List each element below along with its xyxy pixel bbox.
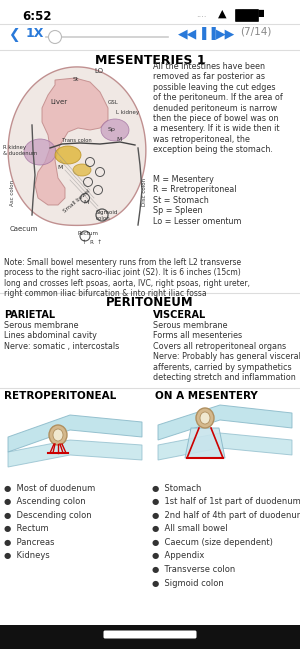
Text: Liver: Liver (50, 99, 67, 105)
Text: ●  2nd half of 4th part of duodenum: ● 2nd half of 4th part of duodenum (152, 511, 300, 520)
Text: M: M (57, 165, 62, 170)
Text: ▶▶: ▶▶ (216, 27, 235, 40)
Text: ↑  R  ↑: ↑ R ↑ (82, 240, 102, 245)
Text: M: M (83, 200, 88, 205)
Polygon shape (158, 405, 292, 440)
Text: Rectum: Rectum (78, 231, 99, 236)
Text: RETROPERITONEAL: RETROPERITONEAL (4, 391, 116, 401)
Text: L kidney: L kidney (116, 110, 139, 115)
Polygon shape (8, 415, 142, 452)
Text: PERITONEUM: PERITONEUM (106, 296, 194, 309)
Ellipse shape (200, 412, 210, 424)
Text: ●  Pancreas: ● Pancreas (4, 538, 55, 547)
Text: █████: █████ (237, 10, 264, 17)
Text: (7/14): (7/14) (240, 27, 272, 37)
Polygon shape (35, 78, 108, 205)
Text: All the intestines have been
removed as far posterior as
possible leaving the cu: All the intestines have been removed as … (153, 62, 283, 154)
Ellipse shape (73, 164, 91, 176)
Text: Small bowel: Small bowel (62, 188, 91, 214)
Text: ●  1st half of 1st part of duodenum: ● 1st half of 1st part of duodenum (152, 498, 300, 506)
Text: 1X: 1X (26, 27, 44, 40)
Text: ●  Rectum: ● Rectum (4, 524, 49, 533)
Text: M: M (116, 137, 122, 142)
Text: ●  Kidneys: ● Kidneys (4, 552, 50, 561)
Ellipse shape (101, 119, 129, 141)
Text: ●  Stomach: ● Stomach (152, 484, 201, 493)
Text: ❚❚: ❚❚ (199, 27, 220, 40)
Text: ●  Appendix: ● Appendix (152, 552, 204, 561)
Text: St: St (73, 77, 80, 82)
Text: ◀◀: ◀◀ (178, 27, 197, 40)
FancyBboxPatch shape (103, 630, 196, 639)
Text: VISCERAL: VISCERAL (153, 310, 206, 320)
Ellipse shape (53, 429, 63, 441)
Polygon shape (8, 67, 146, 225)
Text: GSL: GSL (108, 100, 119, 105)
Text: Note: Small bowel mesentery runs from the left L2 transverse
process to the righ: Note: Small bowel mesentery runs from th… (4, 258, 250, 298)
Polygon shape (8, 440, 142, 467)
Text: LO: LO (94, 68, 103, 74)
Text: Serous membrane
Lines abdominal cavity
Nerve: somatic , intercostals: Serous membrane Lines abdominal cavity N… (4, 321, 119, 351)
Text: ON A MESENTERY: ON A MESENTERY (155, 391, 258, 401)
Text: MESENTERIES 1: MESENTERIES 1 (95, 54, 205, 67)
Text: Caecum: Caecum (10, 226, 38, 232)
Ellipse shape (196, 408, 214, 428)
Ellipse shape (24, 139, 56, 165)
Text: ●  Caecum (size dependent): ● Caecum (size dependent) (152, 538, 273, 547)
Text: ●  Descending colon: ● Descending colon (4, 511, 92, 520)
Ellipse shape (55, 146, 81, 164)
Polygon shape (185, 428, 225, 458)
Text: ●  Most of duodenum: ● Most of duodenum (4, 484, 95, 493)
Text: Disc colon: Disc colon (142, 178, 147, 206)
Text: Serous membrane
Forms all mesenteries
Covers all retroperitoneal organs
Nerve: P: Serous membrane Forms all mesenteries Co… (153, 321, 300, 382)
Text: ●  Transverse colon: ● Transverse colon (152, 565, 235, 574)
Text: 6:52: 6:52 (22, 10, 52, 23)
Text: ▲: ▲ (218, 9, 226, 19)
Text: ●  All small bowel: ● All small bowel (152, 524, 228, 533)
Text: Sp: Sp (108, 127, 116, 132)
Text: M = Mesentery
R = Rretroperitoneal
St = Stomach
Sp = Spleen
Lo = Lesser omentum: M = Mesentery R = Rretroperitoneal St = … (153, 175, 242, 226)
FancyBboxPatch shape (236, 10, 259, 21)
Text: R kidney
& duodenum: R kidney & duodenum (3, 145, 37, 156)
Text: ●  Ascending colon: ● Ascending colon (4, 498, 86, 506)
Text: Asc colon: Asc colon (10, 180, 15, 206)
Text: PARIETAL: PARIETAL (4, 310, 55, 320)
Text: Sigmoid
colon: Sigmoid colon (96, 210, 118, 221)
Text: ❮: ❮ (8, 28, 20, 42)
Polygon shape (158, 433, 292, 460)
Text: Trans colon: Trans colon (62, 138, 92, 143)
Ellipse shape (49, 425, 67, 445)
Text: ....: .... (196, 10, 206, 19)
Text: ●  Sigmoid colon: ● Sigmoid colon (152, 578, 224, 587)
Bar (0, 625, 300, 649)
Circle shape (49, 31, 62, 43)
